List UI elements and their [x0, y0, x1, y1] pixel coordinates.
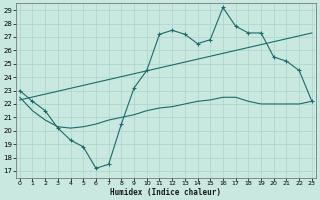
X-axis label: Humidex (Indice chaleur): Humidex (Indice chaleur) — [110, 188, 221, 197]
